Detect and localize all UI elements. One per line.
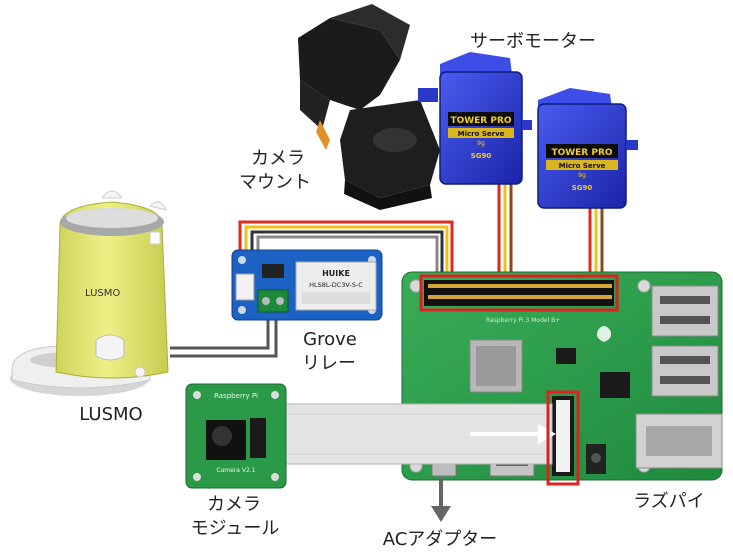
servo-2-brand: TOWER PRO xyxy=(551,148,612,158)
label-servo-motor: サーボモーター xyxy=(470,31,596,52)
servo-2-model: SG90 xyxy=(572,184,593,192)
servo-motor-1: TOWER PRO Micro Serve 9g SG90 xyxy=(418,52,532,185)
gpio-highlight xyxy=(419,274,619,312)
servo-1-line1: Micro Serve xyxy=(458,130,505,138)
csi-highlight xyxy=(546,390,580,486)
label-relay-line2: リレー xyxy=(302,353,356,374)
pi-board-label: Raspberry Pi 3 Model B+ xyxy=(486,317,560,324)
grove-relay: HUIKE HLS8L-DC3V-S-C xyxy=(231,249,383,321)
label-raspberry-pi: ラズパイ xyxy=(633,491,705,512)
servo-2-line2: 9g xyxy=(578,172,586,179)
label-relay-line1: Grove xyxy=(303,329,357,350)
camera-module: Raspberry Pi Camera V2.1 xyxy=(185,383,287,489)
ac-adapter-arrow xyxy=(431,478,451,522)
label-camera-module-line2: モジュール xyxy=(190,518,280,539)
servo-1-model: SG90 xyxy=(471,152,492,160)
label-camera-mount-line2: マウント xyxy=(239,172,311,193)
camera-mount xyxy=(298,4,440,210)
label-camera-module-line1: カメラ xyxy=(207,494,261,515)
label-ac-adapter: ACアダプター xyxy=(382,529,498,550)
lusmo-feeder: LUSMO xyxy=(10,190,169,396)
relay-brand: HUIKE xyxy=(322,269,350,278)
servo-1-brand: TOWER PRO xyxy=(450,116,511,126)
camera-module-version: Camera V2.1 xyxy=(216,467,255,474)
servo-motor-2: TOWER PRO Micro Serve 9g SG90 xyxy=(537,88,638,209)
lusmo-brand-mark: LUSMO xyxy=(85,288,120,299)
servo-2-line1: Micro Serve xyxy=(559,162,606,170)
label-camera-mount-line1: カメラ xyxy=(251,148,305,169)
servo-1-line2: 9g xyxy=(477,140,485,147)
relay-model: HLS8L-DC3V-S-C xyxy=(309,281,363,289)
gpio-pins xyxy=(428,284,612,299)
label-lusmo: LUSMO xyxy=(79,404,143,425)
camera-module-title: Raspberry Pi xyxy=(214,392,258,400)
